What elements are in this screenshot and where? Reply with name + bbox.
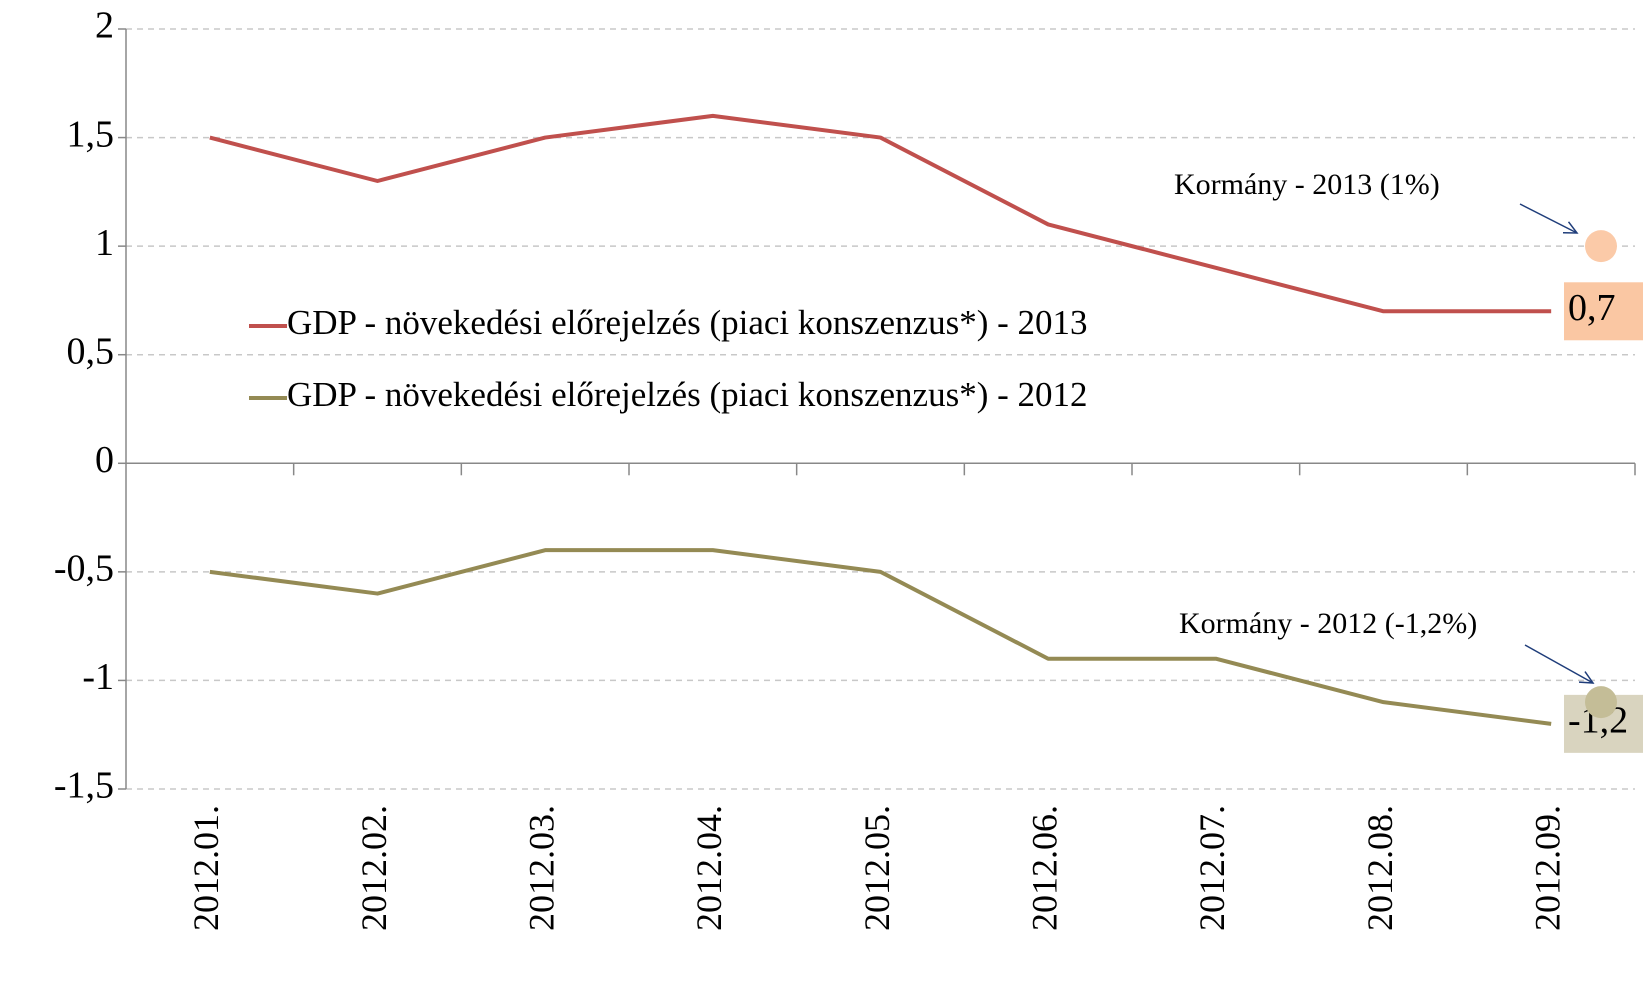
arrow-head xyxy=(1562,221,1579,234)
y-tick-label: 1,5 xyxy=(67,113,115,155)
annotation-arrow xyxy=(1524,644,1594,684)
x-tick-label: 2012.02. xyxy=(354,805,394,931)
value-label-box xyxy=(1564,282,1643,341)
y-tick-label: 2 xyxy=(95,5,114,47)
y-tick-label: -0,5 xyxy=(54,548,114,590)
legend-label: GDP - növekedési előrejelzés (piaci kons… xyxy=(287,303,1088,342)
annotation-arrow xyxy=(1519,203,1578,234)
x-tick-label: 2012.09. xyxy=(1527,805,1567,931)
arrow-head xyxy=(1578,671,1595,684)
annotation-text: Kormány - 2013 (1%) xyxy=(1174,168,1440,201)
y-tick-label: -1 xyxy=(82,656,114,698)
x-tick-label: 2012.06. xyxy=(1024,805,1064,931)
x-tick-label: 2012.05. xyxy=(857,805,897,931)
y-tick-label: 1 xyxy=(95,222,114,264)
series-line xyxy=(209,113,1552,314)
series-line xyxy=(209,548,1552,726)
y-tick-label: 0,5 xyxy=(67,330,115,372)
x-tick-label: 2012.07. xyxy=(1192,805,1232,931)
x-tick-label: 2012.03. xyxy=(521,805,561,931)
y-tick-label: 0 xyxy=(95,439,114,481)
government-point xyxy=(1585,686,1617,719)
x-tick-label: 2012.08. xyxy=(1360,805,1400,931)
government-point xyxy=(1585,230,1617,263)
value-label: 0,7 xyxy=(1568,287,1616,329)
legend-label: GDP - növekedési előrejelzés (piaci kons… xyxy=(287,375,1088,414)
x-tick-label: 2012.01. xyxy=(186,805,226,931)
y-tick-label: -1,5 xyxy=(54,765,114,807)
annotation-text: Kormány - 2012 (-1,2%) xyxy=(1179,607,1477,640)
x-tick-label: 2012.04. xyxy=(689,805,729,931)
